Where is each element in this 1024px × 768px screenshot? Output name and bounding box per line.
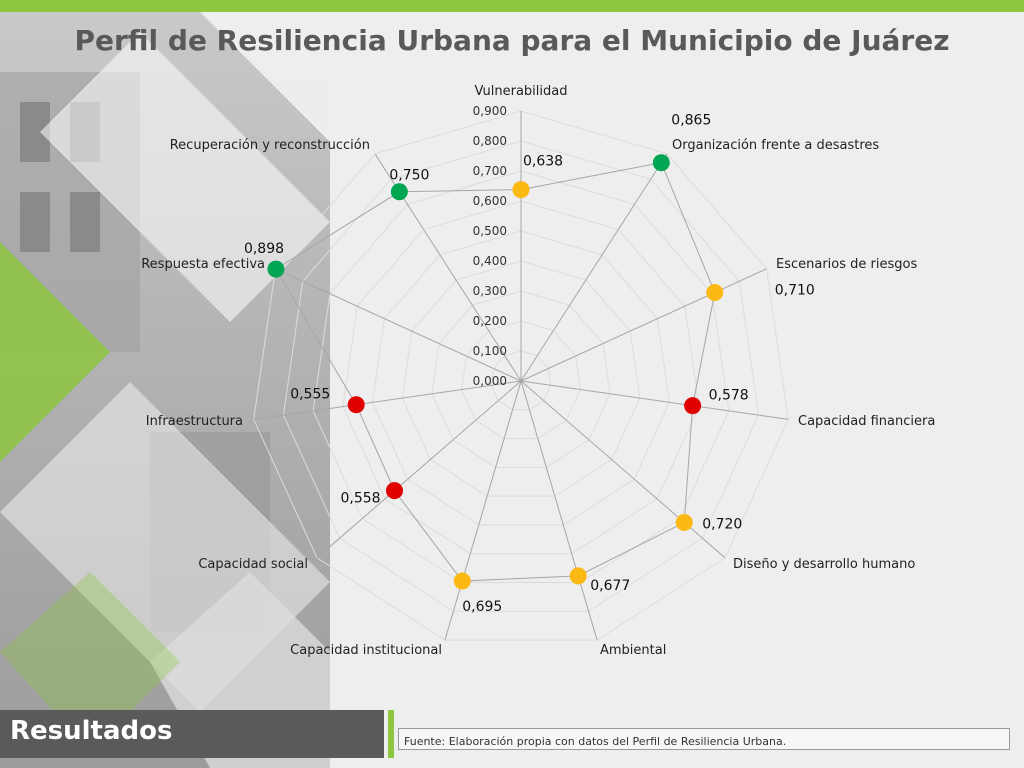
data-point-marker (675, 513, 693, 531)
axis-category-label: Organización frente a desastres (672, 138, 879, 153)
scale-tick-label: 0,900 (473, 104, 507, 118)
axis-spoke (444, 380, 522, 641)
scale-tick-label: 0,400 (473, 254, 507, 268)
data-point-marker (453, 572, 471, 590)
scale-tick-label: 0,600 (473, 194, 507, 208)
data-point-marker (569, 567, 587, 585)
data-value-label: 0,638 (523, 154, 563, 170)
top-accent-bar (0, 0, 1024, 12)
grid-ring (431, 290, 611, 468)
source-box (398, 728, 1010, 750)
data-point-marker (684, 397, 702, 415)
grid-ring (253, 110, 789, 641)
data-series-line (275, 162, 716, 582)
data-value-label: 0,720 (702, 516, 742, 532)
axis-spoke (316, 380, 522, 559)
scale-tick-label: 0,000 (473, 374, 507, 388)
axis-spoke (520, 380, 598, 641)
background-photo (0, 12, 330, 768)
data-value-label: 0,578 (709, 388, 749, 404)
axis-category-label: Capacidad institucional (290, 643, 442, 658)
axis-spoke (520, 380, 726, 559)
axis-category-label: Recuperación y reconstrucción (170, 138, 370, 153)
grid-ring (490, 350, 552, 411)
axis-spoke (520, 380, 789, 420)
data-value-label: 0,750 (389, 168, 429, 184)
data-point-marker (267, 260, 285, 278)
axis-category-label: Escenarios de riesgos (776, 257, 917, 272)
data-point-marker (385, 482, 403, 500)
grid-ring (342, 200, 700, 555)
data-point-marker (652, 154, 670, 172)
grid-ring (372, 230, 670, 526)
grid-ring (461, 320, 581, 440)
grid-ring (312, 170, 730, 583)
axis-spoke (520, 153, 668, 382)
axis-category-label: Capacidad social (198, 557, 308, 572)
axis-spoke (253, 380, 522, 420)
scale-tick-label: 0,100 (473, 344, 507, 358)
axis-category-label: Capacidad financiera (798, 414, 935, 429)
data-point-marker (390, 183, 408, 201)
data-value-label: 0,865 (671, 113, 711, 129)
footer-accent-strip (388, 710, 394, 758)
footer-section-box (0, 710, 384, 758)
source-note: Fuente: Elaboración propia con datos del… (404, 735, 787, 748)
scale-tick-label: 0,500 (473, 224, 507, 238)
data-point-marker (706, 284, 724, 302)
data-value-label: 0,555 (290, 387, 330, 403)
data-value-label: 0,558 (340, 491, 380, 507)
scale-tick-label: 0,300 (473, 284, 507, 298)
grid-ring (282, 140, 760, 612)
scale-tick-label: 0,800 (473, 134, 507, 148)
axis-category-label: Diseño y desarrollo humano (733, 557, 915, 572)
data-value-label: 0,710 (775, 283, 815, 299)
axis-spoke (520, 268, 767, 382)
section-label: Resultados (10, 716, 173, 746)
axis-spoke (275, 268, 522, 382)
grid-ring (401, 260, 641, 497)
scale-tick-label: 0,700 (473, 164, 507, 178)
scale-tick-label: 0,200 (473, 314, 507, 328)
axis-category-label: Infraestructura (146, 414, 243, 429)
axis-category-label: Respuesta efectiva (141, 257, 265, 272)
axis-category-label: Ambiental (600, 643, 666, 658)
page-title: Perfil de Resiliencia Urbana para el Mun… (74, 24, 950, 57)
data-value-label: 0,695 (462, 599, 502, 615)
data-point-marker (512, 181, 530, 199)
axis-category-label: Vulnerabilidad (475, 84, 568, 99)
data-value-label: 0,677 (590, 578, 630, 594)
data-point-marker (347, 396, 365, 414)
data-value-label: 0,898 (244, 241, 284, 257)
